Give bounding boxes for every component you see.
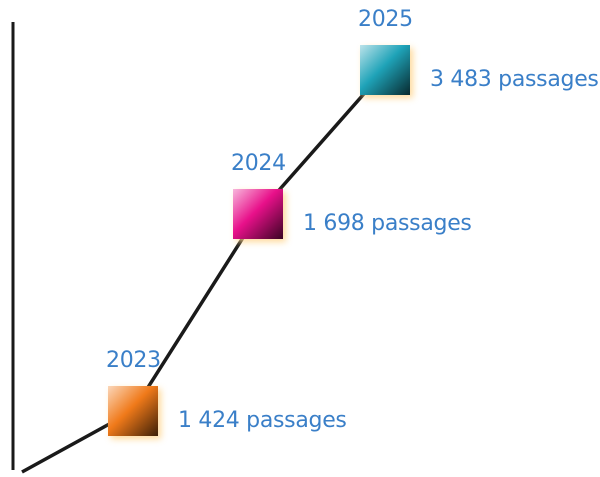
data-point-2024 [233,189,283,239]
series-line [21,68,387,474]
value-label: 1 698 passages [303,211,472,236]
marker-layer [108,45,413,439]
data-point-2025 [360,45,410,95]
year-label: 2024 [231,151,286,176]
value-label: 1 424 passages [178,408,347,433]
series-layer [21,68,387,474]
value-label: 3 483 passages [430,67,599,92]
year-label: 2025 [358,7,413,32]
year-label: 2023 [106,348,161,373]
data-point-2023 [108,386,158,436]
label-layer: 2023 1 424 passages 2024 1 698 passages 2025… [106,7,599,433]
